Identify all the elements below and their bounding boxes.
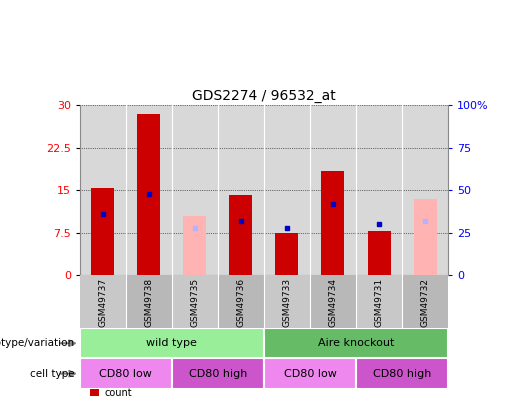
Bar xyxy=(80,358,172,389)
Bar xyxy=(321,171,345,275)
Bar xyxy=(402,275,448,328)
Text: CD80 low: CD80 low xyxy=(99,369,152,379)
Text: count: count xyxy=(105,388,132,398)
Text: Aire knockout: Aire knockout xyxy=(318,338,394,348)
Text: GSM49737: GSM49737 xyxy=(98,278,107,327)
Bar xyxy=(138,114,160,275)
Text: GSM49732: GSM49732 xyxy=(421,278,430,327)
Text: wild type: wild type xyxy=(146,338,197,348)
Text: cell type: cell type xyxy=(30,369,75,379)
Text: genotype/variation: genotype/variation xyxy=(0,338,75,348)
Bar xyxy=(80,275,126,328)
Text: GSM49738: GSM49738 xyxy=(144,278,153,327)
Text: GSM49734: GSM49734 xyxy=(329,278,337,327)
Bar xyxy=(80,328,264,358)
Bar xyxy=(310,275,356,328)
Bar xyxy=(218,275,264,328)
Bar xyxy=(264,328,448,358)
Bar xyxy=(183,216,207,275)
Bar xyxy=(229,195,252,275)
Bar xyxy=(126,275,172,328)
Bar xyxy=(91,188,114,275)
Text: GSM49735: GSM49735 xyxy=(191,278,199,327)
Bar xyxy=(264,358,356,389)
Bar xyxy=(276,233,299,275)
Bar xyxy=(368,231,390,275)
Bar xyxy=(172,358,264,389)
Text: CD80 high: CD80 high xyxy=(373,369,431,379)
Bar xyxy=(414,199,437,275)
Text: GSM49733: GSM49733 xyxy=(282,278,291,327)
Text: CD80 high: CD80 high xyxy=(188,369,247,379)
Bar xyxy=(356,275,402,328)
Title: GDS2274 / 96532_at: GDS2274 / 96532_at xyxy=(192,89,336,103)
Bar xyxy=(264,275,310,328)
Text: GSM49736: GSM49736 xyxy=(236,278,246,327)
Bar xyxy=(172,275,218,328)
Bar xyxy=(356,358,448,389)
Text: CD80 low: CD80 low xyxy=(284,369,336,379)
Text: GSM49731: GSM49731 xyxy=(374,278,384,327)
